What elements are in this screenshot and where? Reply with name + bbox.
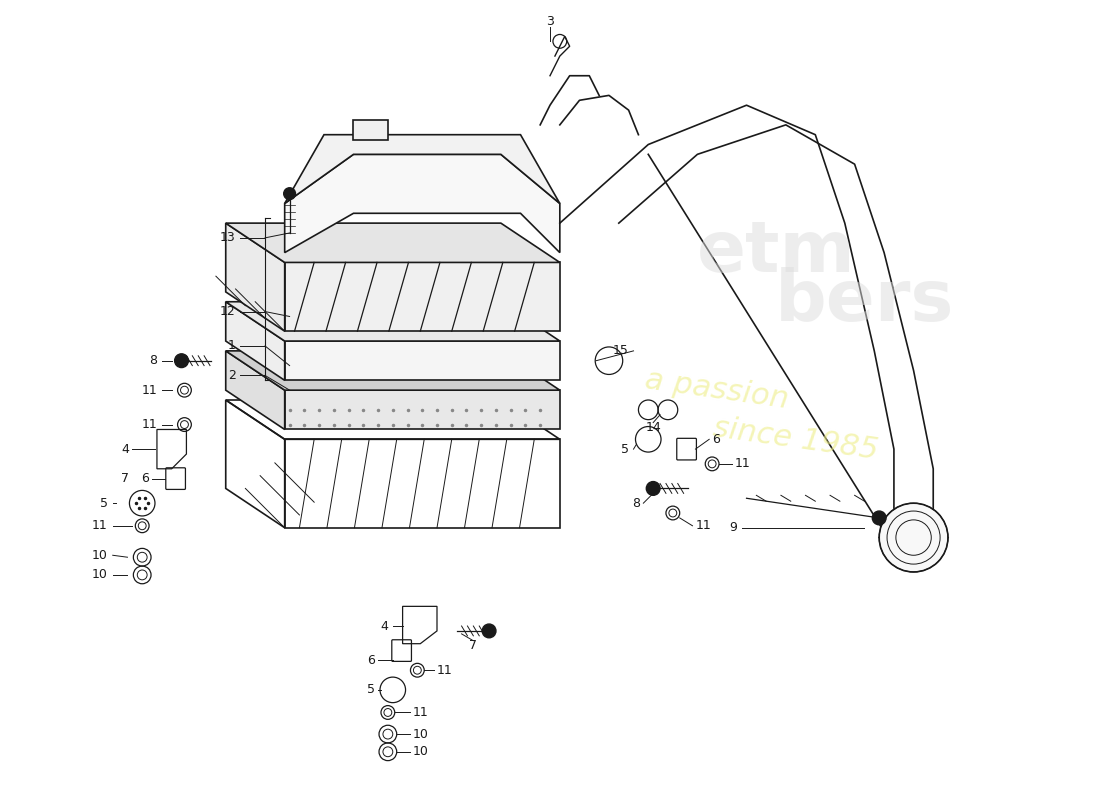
Polygon shape [226,351,285,430]
Text: 7: 7 [121,472,130,485]
Text: 11: 11 [141,384,157,397]
Text: 5: 5 [100,497,108,510]
Text: 14: 14 [646,421,661,434]
Text: 11: 11 [437,664,453,677]
Text: 3: 3 [546,15,554,28]
Text: 5: 5 [620,442,628,456]
Text: 5: 5 [367,683,375,696]
Polygon shape [285,134,560,203]
Text: 1: 1 [228,339,235,353]
Polygon shape [226,302,285,380]
Text: bers: bers [774,267,954,336]
Circle shape [175,354,188,367]
Text: etm: etm [696,218,856,287]
Text: 8: 8 [632,497,640,510]
Text: 11: 11 [141,418,157,431]
Polygon shape [226,302,560,341]
Polygon shape [285,341,560,380]
Text: a passion: a passion [644,366,791,414]
Text: 11: 11 [412,706,428,719]
Text: 6: 6 [712,433,720,446]
Text: 11: 11 [735,458,750,470]
Text: 11: 11 [92,519,108,532]
Text: 10: 10 [92,549,108,562]
Text: 8: 8 [148,354,157,367]
Text: 4: 4 [379,619,388,633]
Text: 4: 4 [122,442,130,456]
Circle shape [879,503,948,572]
Text: since 1985: since 1985 [712,414,880,466]
Polygon shape [285,262,560,331]
Circle shape [482,624,496,638]
Polygon shape [226,223,560,262]
Polygon shape [226,351,560,390]
Text: 2: 2 [228,369,235,382]
Text: 7: 7 [470,639,477,652]
Text: 10: 10 [412,727,428,741]
Text: 9: 9 [729,522,737,534]
Text: 12: 12 [220,305,235,318]
Text: 11: 11 [695,519,712,532]
Text: 10: 10 [92,569,108,582]
Text: 6: 6 [141,472,150,485]
Circle shape [647,482,660,495]
Text: 13: 13 [220,231,235,244]
Polygon shape [285,154,560,253]
Text: 15: 15 [613,344,628,358]
Polygon shape [285,390,560,430]
Text: 10: 10 [412,746,428,758]
Circle shape [284,188,296,199]
Polygon shape [226,223,285,331]
Text: 6: 6 [367,654,375,667]
Polygon shape [353,120,388,140]
Circle shape [872,511,887,525]
